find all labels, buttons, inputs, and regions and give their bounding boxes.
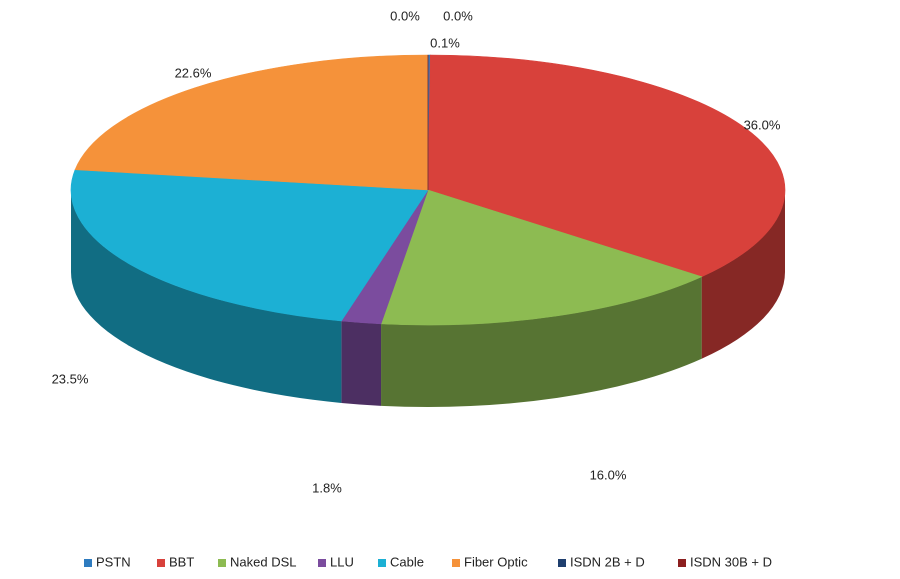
slice — [380, 189, 703, 326]
legend-swatch — [218, 559, 226, 567]
data-label: 36.0% — [744, 117, 781, 132]
legend-swatch — [84, 559, 92, 567]
data-label: 0.0% — [443, 8, 473, 23]
legend-label: BBT — [169, 554, 194, 569]
slice-side — [701, 190, 785, 359]
data-label: 23.5% — [52, 371, 89, 386]
data-label: 0.1% — [430, 35, 460, 50]
slice — [70, 169, 429, 322]
legend-label: Naked DSL — [230, 554, 296, 569]
data-label: 1.8% — [312, 480, 342, 495]
legend-label: Fiber Optic — [464, 554, 528, 569]
legend-swatch — [558, 559, 566, 567]
legend-label: ISDN 30B + D — [690, 554, 772, 569]
legend-swatch — [378, 559, 386, 567]
slice-side — [381, 276, 702, 407]
legend-label: Cable — [390, 554, 424, 569]
legend-label: ISDN 2B + D — [570, 554, 645, 569]
slice — [427, 54, 786, 278]
legend-swatch — [678, 559, 686, 567]
legend-label: LLU — [330, 554, 354, 569]
legend-swatch — [318, 559, 326, 567]
legend-swatch — [452, 559, 460, 567]
data-label: 22.6% — [175, 65, 212, 80]
data-label: 16.0% — [590, 467, 627, 482]
slice-side — [71, 190, 342, 403]
slice-side — [341, 320, 382, 406]
data-label: 0.0% — [390, 8, 420, 23]
slice — [74, 54, 429, 191]
legend-swatch — [157, 559, 165, 567]
legend-label: PSTN — [96, 554, 131, 569]
